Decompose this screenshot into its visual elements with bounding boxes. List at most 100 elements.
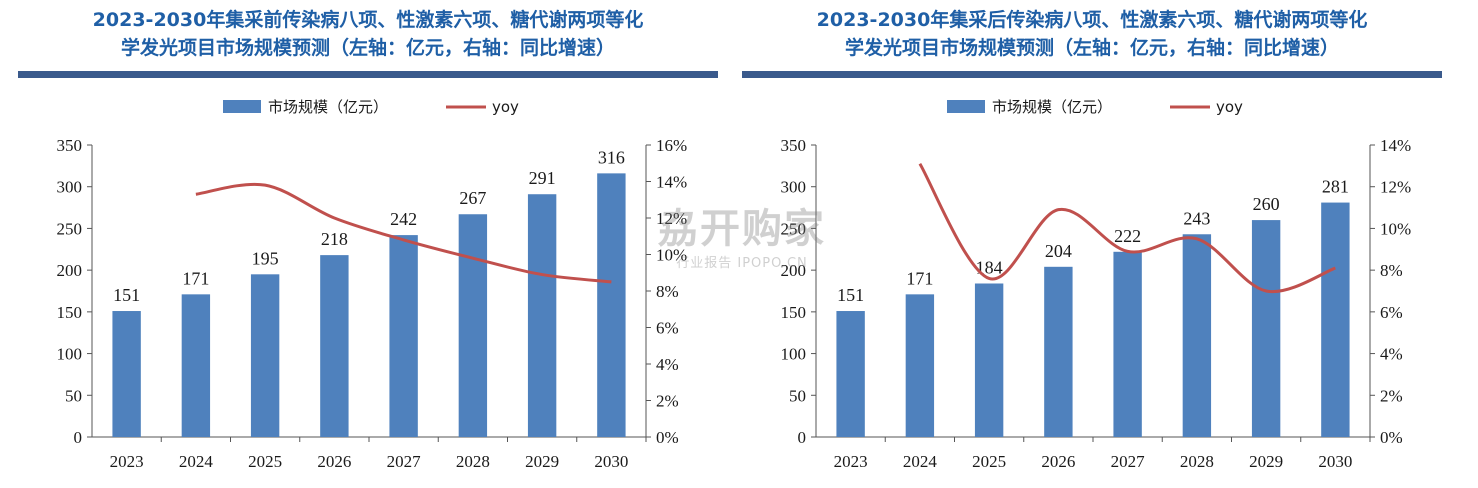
right-tick-label: 12% xyxy=(1380,178,1411,197)
bar-2029 xyxy=(1251,220,1281,437)
x-tick-label: 2030 xyxy=(594,452,628,471)
left-tick-label: 150 xyxy=(781,303,807,322)
chart-title-line-1: 2023-2030年集采前传染病八项、性激素六项、糖代谢两项等化 xyxy=(92,9,644,31)
bar-value-label: 184 xyxy=(976,257,1003,277)
bar-2024 xyxy=(181,294,211,437)
bar-2025 xyxy=(974,283,1004,437)
left-tick-label: 250 xyxy=(57,219,83,238)
bar-2024 xyxy=(905,294,935,437)
yoy-line xyxy=(918,162,1336,294)
chart-title-line-1: 2023-2030年集采后传染病八项、性激素六项、糖代谢两项等化 xyxy=(816,9,1368,31)
bar-value-label: 195 xyxy=(252,248,279,268)
bar-value-label: 291 xyxy=(529,168,556,188)
left-tick-label: 100 xyxy=(57,345,83,364)
x-tick-label: 2025 xyxy=(972,452,1006,471)
left-tick-label: 200 xyxy=(57,261,83,280)
bar-2023 xyxy=(836,311,865,437)
x-tick-label: 2025 xyxy=(248,452,282,471)
right-tick-label: 10% xyxy=(1380,219,1411,238)
chart-title-line-2: 学发光项目市场规模预测（左轴：亿元，右轴：同比增速） xyxy=(120,37,615,59)
left-tick-label: 350 xyxy=(781,136,807,155)
x-tick-label: 2027 xyxy=(1111,452,1146,471)
chart-title: 2023-2030年集采前传染病八项、性激素六项、糖代谢两项等化 学发光项目市场… xyxy=(18,6,718,62)
x-tick-label: 2029 xyxy=(1249,452,1283,471)
left-tick-label: 50 xyxy=(65,386,82,405)
bar-value-label: 316 xyxy=(598,147,625,167)
x-tick-label: 2028 xyxy=(456,452,490,471)
right-tick-label: 6% xyxy=(656,319,679,338)
bar-value-label: 267 xyxy=(459,188,486,208)
bar-value-label: 151 xyxy=(113,285,140,305)
x-tick-label: 2028 xyxy=(1180,452,1214,471)
bar-2027 xyxy=(389,235,418,437)
bar-value-label: 218 xyxy=(321,229,348,249)
x-tick-label: 2026 xyxy=(317,452,351,471)
bar-value-label: 242 xyxy=(390,209,417,229)
bar-2023 xyxy=(112,311,141,437)
chart-title: 2023-2030年集采后传染病八项、性激素六项、糖代谢两项等化 学发光项目市场… xyxy=(742,6,1442,62)
left-tick-label: 0 xyxy=(798,428,807,447)
legend-label-line: yoy xyxy=(492,98,519,116)
left-tick-label: 300 xyxy=(781,178,807,197)
x-tick-label: 2023 xyxy=(834,452,868,471)
bar-2026 xyxy=(1044,266,1073,437)
bar-value-label: 171 xyxy=(182,268,209,288)
bar-value-label: 222 xyxy=(1114,226,1141,246)
bar-2026 xyxy=(320,255,349,437)
bar-value-label: 204 xyxy=(1045,241,1072,261)
bar-2025 xyxy=(250,274,280,437)
title-divider xyxy=(18,71,718,78)
combo-chart-right: 0 50 100 150 200 250 300 350 0% 2% 4% 6% 8% 10% 12% 14%… xyxy=(781,98,1412,471)
right-tick-label: 16% xyxy=(656,136,687,155)
right-tick-label: 6% xyxy=(1380,303,1403,322)
bar-2030 xyxy=(1321,202,1350,437)
x-tick-label: 2023 xyxy=(110,452,144,471)
x-tick-label: 2030 xyxy=(1318,452,1352,471)
x-tick-label: 2029 xyxy=(525,452,559,471)
bar-value-label: 281 xyxy=(1322,177,1349,197)
title-divider xyxy=(742,71,1442,78)
bar-value-label: 151 xyxy=(837,285,864,305)
right-tick-label: 0% xyxy=(656,428,679,447)
bar-2028 xyxy=(458,214,488,437)
yoy-line xyxy=(195,182,612,284)
bar-2027 xyxy=(1113,251,1142,437)
left-tick-label: 0 xyxy=(74,428,83,447)
legend-swatch-bar xyxy=(223,100,261,113)
legend-label-bar: 市场规模（亿元） xyxy=(268,98,388,116)
x-tick-label: 2027 xyxy=(387,452,422,471)
right-tick-label: 8% xyxy=(1380,261,1403,280)
x-tick-label: 2024 xyxy=(903,452,938,471)
left-tick-label: 350 xyxy=(57,136,83,155)
chart-panel-right: 2023-2030年集采后传染病八项、性激素六项、糖代谢两项等化 学发光项目市场… xyxy=(742,0,1442,488)
right-tick-label: 12% xyxy=(656,209,687,228)
bar-2030 xyxy=(597,173,626,437)
combo-chart-left: 0 50 100 150 200 250 300 350 0% 2% 4% 6% 8% 10% 12% 14%… xyxy=(57,98,688,471)
left-tick-label: 250 xyxy=(781,219,807,238)
right-tick-label: 4% xyxy=(656,355,679,374)
bar-value-label: 243 xyxy=(1183,208,1210,228)
left-tick-label: 50 xyxy=(789,386,806,405)
right-tick-label: 10% xyxy=(656,246,687,265)
bar-value-label: 260 xyxy=(1253,194,1280,214)
right-tick-label: 4% xyxy=(1380,345,1403,364)
bar-2028 xyxy=(1182,234,1212,437)
right-tick-label: 2% xyxy=(1380,386,1403,405)
right-tick-label: 8% xyxy=(656,282,679,301)
left-tick-label: 150 xyxy=(57,303,83,322)
x-tick-label: 2026 xyxy=(1041,452,1075,471)
bar-2029 xyxy=(527,194,557,437)
right-tick-label: 14% xyxy=(656,173,687,192)
right-tick-label: 0% xyxy=(1380,428,1403,447)
legend-label-line: yoy xyxy=(1216,98,1243,116)
chart-panel-left: 2023-2030年集采前传染病八项、性激素六项、糖代谢两项等化 学发光项目市场… xyxy=(18,0,718,488)
right-tick-label: 2% xyxy=(656,392,679,411)
left-tick-label: 200 xyxy=(781,261,807,280)
chart-title-line-2: 学发光项目市场规模预测（左轴：亿元，右轴：同比增速） xyxy=(844,37,1339,59)
legend-swatch-bar xyxy=(947,100,985,113)
right-tick-label: 14% xyxy=(1380,136,1411,155)
legend-label-bar: 市场规模（亿元） xyxy=(992,98,1112,116)
left-tick-label: 100 xyxy=(781,345,807,364)
left-tick-label: 300 xyxy=(57,178,83,197)
bar-value-label: 171 xyxy=(906,268,933,288)
